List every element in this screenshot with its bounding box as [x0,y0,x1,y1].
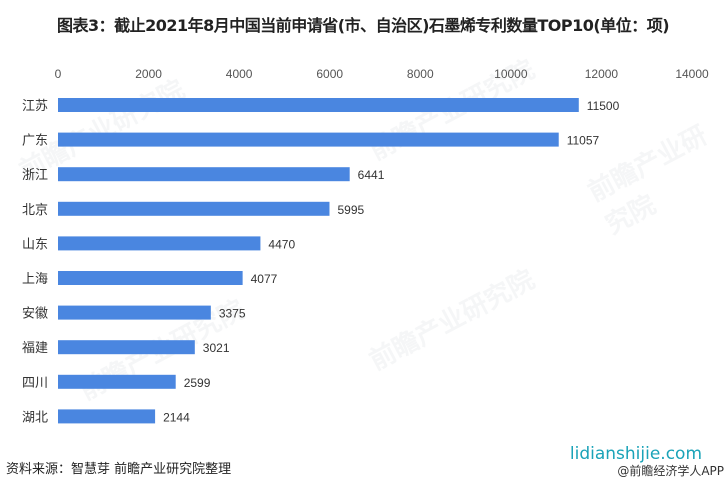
category-label: 安徽 [22,307,48,322]
category-label: 江苏 [22,98,48,114]
category-label: 浙江 [22,168,48,183]
data-label: 5995 [337,203,364,217]
x-tick-label: 6000 [316,67,343,81]
category-label: 福建 [22,341,48,356]
data-label: 11500 [587,99,620,113]
chart-title: 图表3：截止2021年8月中国当前申请省(市、自治区)石墨烯专利数量TOP10(… [56,16,670,35]
site-logo: lidianshijie.com [569,444,702,464]
bar [58,271,243,285]
data-label: 2599 [184,376,211,390]
x-tick-label: 12000 [585,67,619,81]
x-tick-label: 2000 [135,67,162,81]
source-note: 资料来源：智慧芽 前瞻产业研究院整理 [6,462,232,477]
bar [58,236,261,251]
data-label: 4077 [251,272,278,286]
x-tick-label: 8000 [407,67,434,81]
category-label: 广东 [22,134,48,149]
app-credit: @前瞻经济学人APP [617,464,724,478]
bar [58,374,176,389]
bar [58,167,350,182]
bar [58,132,559,147]
data-label: 11057 [567,134,600,148]
data-label: 3375 [219,307,246,321]
bar [58,98,579,112]
bar [58,340,195,355]
x-tick-label: 10000 [494,67,528,81]
category-label: 山东 [22,237,48,252]
data-label: 2144 [163,410,190,424]
bar [58,409,156,424]
category-label: 湖北 [22,410,48,425]
category-label: 北京 [22,203,48,218]
bar [58,305,211,320]
bar [58,201,330,216]
category-label: 上海 [22,272,48,287]
x-tick-label: 14000 [675,67,709,81]
data-label: 6441 [358,168,385,182]
x-tick-label: 4000 [226,67,253,81]
data-label: 3021 [203,341,230,355]
data-label: 4470 [268,237,295,251]
category-label: 四川 [22,376,48,391]
x-tick-label: 0 [55,67,62,81]
